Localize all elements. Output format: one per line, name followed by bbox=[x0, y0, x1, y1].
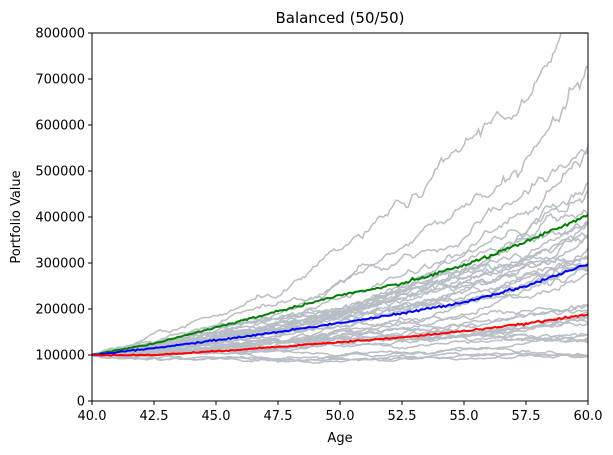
x-tick-label: 40.0 bbox=[78, 409, 107, 424]
simulation-line bbox=[91, 273, 589, 356]
series-line-1 bbox=[91, 263, 589, 356]
x-tick-label: 52.5 bbox=[388, 409, 417, 424]
series-line-2 bbox=[91, 313, 589, 357]
x-axis-ticks: 40.0 42.5 45.0 47.5 50.0 52.5 55.0 57.5 60.0 bbox=[78, 401, 603, 424]
highlighted-series bbox=[91, 213, 589, 357]
y-axis-ticks: 0 100000 200000 300000 400000 500000 600000 700… bbox=[35, 27, 92, 410]
y-axis-label: Portfolio Value bbox=[9, 170, 24, 263]
chart-title: Balanced (50/50) bbox=[275, 9, 404, 27]
simulation-line bbox=[91, 145, 589, 356]
y-tick-label: 800000 bbox=[35, 27, 85, 42]
x-tick-label: 42.5 bbox=[140, 409, 169, 424]
x-tick-label: 50.0 bbox=[326, 409, 355, 424]
x-axis-label: Age bbox=[327, 431, 352, 446]
simulation-line bbox=[91, 234, 589, 357]
y-tick-label: 500000 bbox=[35, 165, 85, 180]
series-line-0 bbox=[91, 213, 589, 356]
y-tick-label: 300000 bbox=[35, 257, 85, 272]
y-tick-label: 100000 bbox=[35, 349, 85, 364]
x-tick-label: 55.0 bbox=[450, 409, 479, 424]
x-tick-label: 60.0 bbox=[574, 409, 603, 424]
y-tick-label: 0 bbox=[77, 395, 85, 410]
simulation-line bbox=[91, 263, 589, 357]
x-tick-label: 47.5 bbox=[264, 409, 293, 424]
y-tick-label: 400000 bbox=[35, 211, 85, 226]
y-tick-label: 700000 bbox=[35, 73, 85, 88]
y-tick-label: 600000 bbox=[35, 119, 85, 134]
x-tick-label: 57.5 bbox=[512, 409, 541, 424]
simulation-line bbox=[91, 32, 588, 357]
y-tick-label: 200000 bbox=[35, 303, 85, 318]
x-tick-label: 45.0 bbox=[202, 409, 231, 424]
simulation-line bbox=[91, 222, 589, 356]
